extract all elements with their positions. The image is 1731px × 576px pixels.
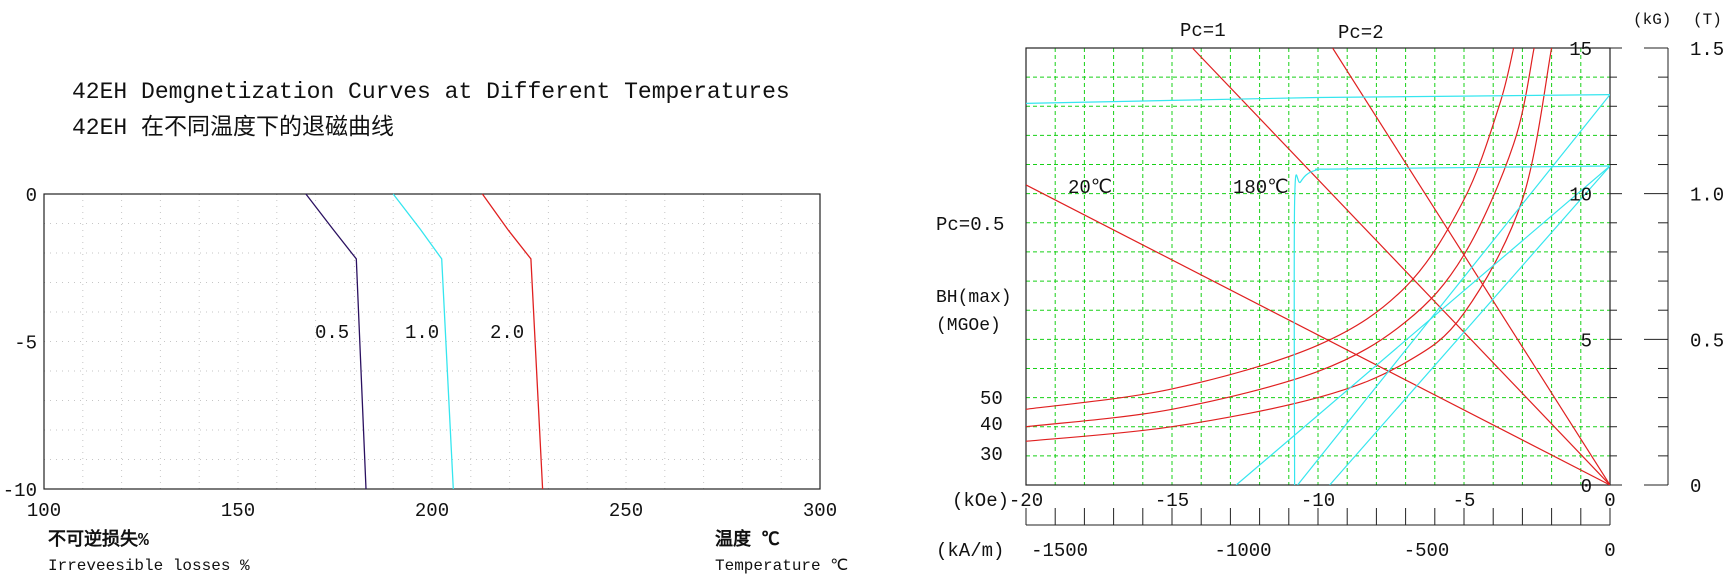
yaxis-label-zh: 不可逆损失% [48,528,149,551]
left-y-tick-label: 0 [26,185,37,207]
load-line-pc-2 [1332,48,1610,485]
right-y-tick-label: 5 [1581,330,1592,352]
bhmax-30-label: 30 [980,444,1003,466]
left-chart: 100 150 200 250 300 0 -5 -10 0.5 1.0 2.0 不可逆损失%… [3,185,848,575]
pc05-label: Pc=0.5 [936,214,1004,236]
curve-label-1-0: 1.0 [405,322,439,344]
load-line-pc-0-5 [1026,184,1610,485]
unit-kam-label: (kA/m) [936,540,1004,562]
temp-20c-label: 20℃ [1068,177,1112,199]
right-x-tick-label: -10 [1301,490,1335,512]
left-tick-labels: 100 150 200 250 300 0 -5 -10 [3,185,837,522]
left-x-tick-label: 250 [609,500,643,522]
xaxis-label-en: Temperature ℃ [715,557,848,575]
load-line-pc-1 [1191,48,1610,485]
curve-label-2-0: 2.0 [490,322,524,344]
right-y2-tick-label: 0 [1690,476,1701,498]
right-y2-tick-label: 1.0 [1690,185,1724,207]
right-x2-tick-label: -500 [1404,540,1450,562]
right-grid [1026,48,1610,485]
bhmax-curve-40 [1026,48,1535,428]
right-x-tick-label: -20 [1009,490,1043,512]
xaxis-label-zh: 温度 ℃ [715,528,780,551]
right-x2-tick-label: -1500 [1031,540,1088,562]
yaxis-label-en: Irreveesible losses % [48,557,250,575]
normal-line-1 [1297,94,1610,485]
left-x-tick-label: 100 [27,500,61,522]
left-x-tick-label: 200 [415,500,449,522]
right-x-tick-label: -5 [1453,490,1476,512]
irreversible-loss-curve-0-5 [305,193,367,490]
title-en: 42EH Demgnetization Curves at Different … [72,79,790,105]
right-y-tick-label: 15 [1569,39,1592,61]
right-x-tick-label: 0 [1604,490,1615,512]
demag-curve-180c [1293,165,1610,485]
right-y-tick-label: 10 [1569,185,1592,207]
bhmax-curve-50 [1026,48,1515,410]
pc1-label: Pc=1 [1180,20,1226,42]
unit-t-label: (T) [1693,11,1722,29]
right-tick-labels: -20 -15 -10 -5 0-1500 -1000 -500 005101500.51.0… [1009,39,1724,562]
bhmax-50-label: 50 [980,388,1003,410]
right-x2-tick-label: -1000 [1215,540,1272,562]
right-y-tick-label: 0 [1581,476,1592,498]
demag-curve-20c [1026,94,1610,104]
left-x-tick-label: 150 [221,500,255,522]
normal-line-2 [1235,165,1610,485]
bhmax-curve-30 [1026,48,1553,442]
normal-line-3 [1329,165,1610,485]
left-x-tick-label: 300 [803,500,837,522]
right-plot-frame [1025,47,1611,486]
right-x-tick-label: -15 [1155,490,1189,512]
bhmax-unit-label: (MGOe) [936,316,1001,336]
unit-kg-label: (kG) [1633,11,1671,29]
left-y-tick-label: -5 [14,333,37,355]
pc2-label: Pc=2 [1338,22,1384,44]
bhmax-40-label: 40 [980,414,1003,436]
irreversible-loss-curve-2-0 [481,193,544,490]
right-y2-tick-label: 1.5 [1690,39,1724,61]
right-y2-tick-label: 0.5 [1690,330,1724,352]
left-plot-frame [43,193,821,490]
left-curves [305,193,544,490]
temp-180c-label: 180℃ [1233,177,1289,199]
unit-koe-label: (kOe) [952,490,1009,512]
bhmax-label: BH(max) [936,288,1012,308]
left-y-tick-label: -10 [3,480,37,502]
right-lines [1026,48,1610,485]
right-x2-tick-label: 0 [1604,540,1615,562]
right-chart: -20 -15 -10 -5 0-1500 -1000 -500 005101500.51.0… [936,11,1724,562]
title-zh: 42EH 在不同温度下的退磁曲线 [72,114,394,141]
irreversible-loss-curve-1-0 [392,193,454,490]
curve-label-0-5: 0.5 [315,322,349,344]
